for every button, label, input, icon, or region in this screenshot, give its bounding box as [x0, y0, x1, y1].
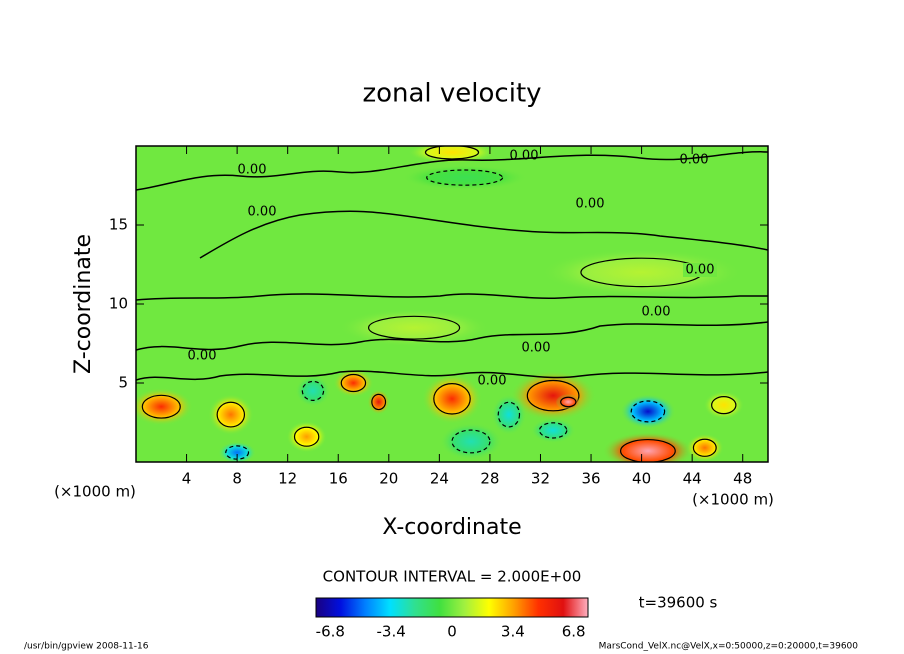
contour-line [293, 426, 320, 447]
y-tick-label: 10 [109, 295, 128, 313]
x-tick-label: 48 [733, 470, 752, 488]
field-feature [439, 422, 503, 461]
contour-line [216, 401, 246, 428]
contour-line [199, 210, 768, 259]
field-feature [295, 375, 331, 407]
field-feature [286, 420, 327, 453]
x-tick-label: 16 [329, 470, 348, 488]
contour-line [424, 146, 480, 160]
contour-line [560, 396, 577, 408]
contour-line [526, 379, 580, 412]
contour-line [136, 321, 768, 351]
contour-label-bg [185, 349, 219, 363]
y-axis-label: Z-coordinate [71, 234, 96, 374]
contour-label: 0.00 [686, 263, 715, 278]
contour-label-bg [519, 341, 553, 355]
field-feature [491, 394, 527, 436]
contour-line [692, 438, 717, 457]
contour-line [497, 401, 521, 428]
contour-line [340, 373, 367, 393]
x-axis-label: X-coordinate [382, 515, 521, 540]
field-feature [333, 368, 374, 398]
field-feature [555, 394, 581, 410]
time-label: t=39600 s [639, 594, 718, 612]
field-feature [540, 248, 743, 297]
field-feature [136, 387, 193, 426]
contour-line [426, 169, 504, 186]
contour-label: 0.00 [642, 305, 671, 320]
contour-line [371, 393, 387, 411]
x-tick-label: 4 [182, 470, 192, 488]
contour-label: 0.00 [510, 149, 539, 164]
colorbar-tick-label: 3.4 [501, 623, 525, 641]
field-feature [407, 146, 497, 164]
contour-line [136, 370, 768, 381]
x-tick-label: 36 [581, 470, 600, 488]
x-unit-label: (×1000 m) [54, 483, 136, 501]
contour-line [433, 383, 471, 415]
zero-contours [136, 151, 768, 381]
chart-title: zonal velocity [362, 79, 541, 109]
contour-label: 0.00 [188, 349, 217, 364]
contour-line [301, 380, 325, 401]
x-tick-label: 40 [632, 470, 651, 488]
field-feature [421, 373, 483, 425]
contour-line [367, 315, 461, 340]
colorbar-tick-label: -3.4 [377, 623, 406, 641]
x-tick-label: 44 [683, 470, 702, 488]
contour-label-bg [683, 263, 717, 277]
field-feature [367, 389, 391, 415]
field-feature [401, 164, 528, 191]
contour-label: 0.00 [248, 205, 277, 220]
x-tick-label: 20 [379, 470, 398, 488]
field-feature [530, 417, 576, 444]
contour-line [630, 400, 666, 423]
contour-line [136, 151, 768, 191]
y-tick-label: 15 [109, 216, 128, 234]
field-feature [602, 431, 694, 462]
x-tick-label: 8 [232, 470, 242, 488]
x-tick-label: 28 [480, 470, 499, 488]
field-feature [703, 390, 744, 420]
contour-label: 0.00 [478, 374, 507, 389]
contour-label: 0.00 [238, 163, 267, 178]
contour-label-bg [235, 163, 269, 177]
colorbar-tick-label: 6.8 [562, 623, 586, 641]
footer-left: /usr/bin/gpview 2008-11-16 [24, 642, 149, 652]
contour-line [136, 293, 768, 301]
contour-interval: CONTOUR INTERVAL = 2.000E+00 [323, 568, 582, 586]
axes: -6.8 -3.4 0 3.4 6.84 8 12 16 20 24 28 32 36 40 44 48510… [109, 146, 768, 641]
plot-area: 0.00 0.00 0.00 0.00 0.00 0.00 0.00 0.00 0.00 0.00 [136, 146, 768, 462]
contour-line [711, 395, 737, 415]
contour-line [141, 394, 181, 419]
colorbar-tick-label: 0 [447, 623, 457, 641]
contour-label-bg [245, 205, 279, 219]
x-unit-label: (×1000 m) [692, 491, 774, 509]
field-feature [685, 433, 724, 462]
contour-label-bg [573, 197, 607, 211]
x-tick-label: 12 [278, 470, 297, 488]
x-tick-label: 32 [531, 470, 550, 488]
contour-label-bg [475, 374, 509, 388]
field-feature [338, 308, 490, 347]
contour-line [620, 438, 676, 462]
contour-label: 0.00 [680, 153, 709, 168]
contour-line [538, 422, 568, 439]
contour-label: 0.00 [576, 197, 605, 212]
footer-right: MarsCond_VelX.nc@VelX,x=0:50000,z=0:2000… [599, 642, 859, 652]
x-tick-label: 24 [430, 470, 449, 488]
colorbar-tick-label: -6.8 [316, 623, 345, 641]
contour-line [451, 429, 491, 454]
contour-label: 0.00 [522, 341, 551, 356]
field-feature [620, 394, 676, 429]
colorbar [315, 597, 589, 618]
y-tick-label: 5 [118, 374, 128, 392]
field-feature [208, 394, 254, 436]
contour-label-bg [639, 305, 673, 319]
